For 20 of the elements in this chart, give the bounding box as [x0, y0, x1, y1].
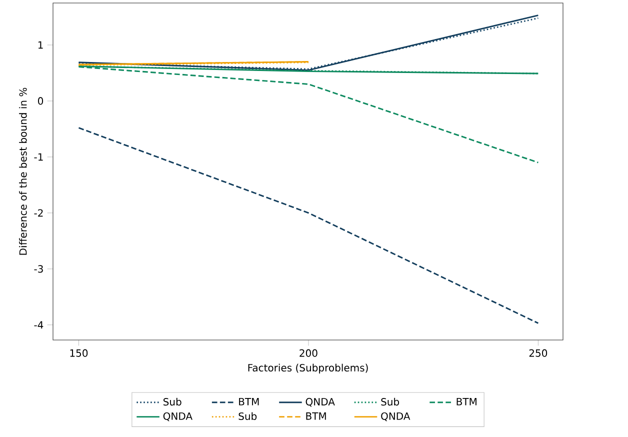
x-tick-label: 150: [70, 349, 88, 357]
y-tick-label: -2: [34, 209, 43, 217]
y-tick-label: 0: [38, 97, 44, 105]
legend-label: Sub: [381, 398, 400, 406]
y-tick-label: 1: [38, 41, 43, 49]
legend-label: QNDA: [163, 412, 192, 422]
legend-label: Sub: [238, 412, 257, 420]
x-tick-label: 250: [529, 349, 548, 357]
legend-label: BTM: [306, 412, 326, 420]
x-axis-title: Factories (Subproblems): [248, 364, 368, 374]
x-tick-label: 200: [300, 349, 318, 357]
legend-label: Sub: [163, 398, 182, 406]
y-tick-label: -3: [34, 265, 43, 273]
y-axis-title: Difference of the best bound in %: [19, 88, 27, 255]
legend-label: QNDA: [306, 398, 335, 407]
y-tick-label: -4: [34, 321, 44, 329]
y-tick-label: -1: [34, 153, 43, 161]
legend-label: QNDA: [381, 412, 410, 422]
legend-label: BTM: [239, 398, 259, 406]
legend-label: BTM: [456, 398, 476, 406]
